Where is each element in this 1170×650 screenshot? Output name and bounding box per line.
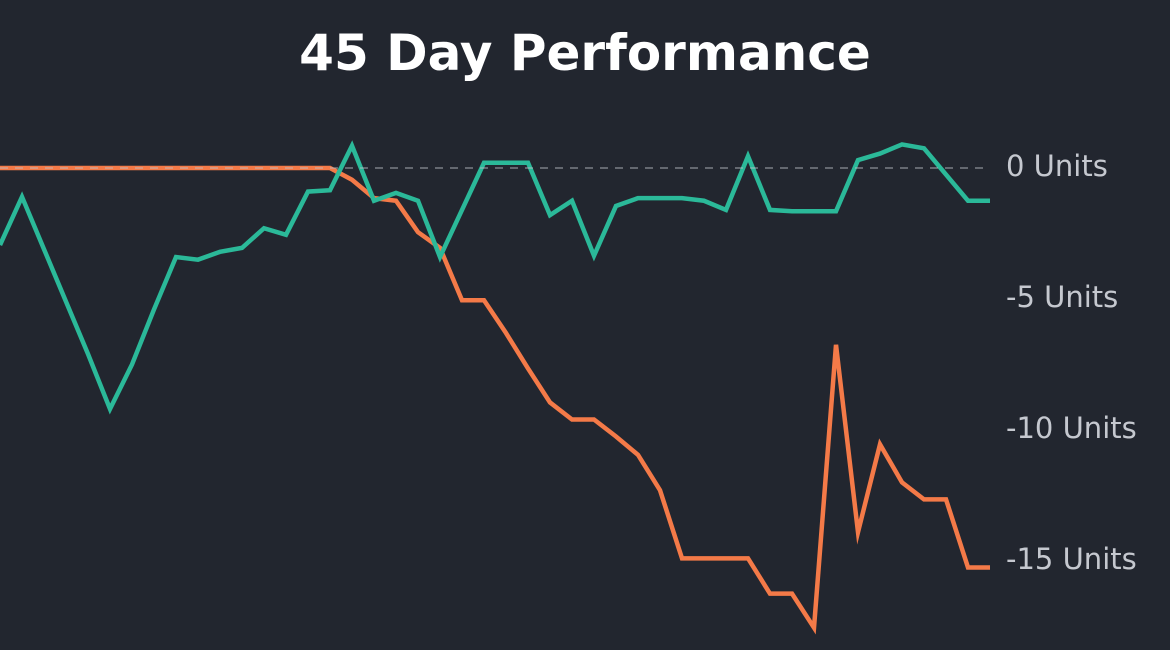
y-tick-label: -15 Units xyxy=(1006,542,1137,576)
chart-title: 45 Day Performance xyxy=(299,24,871,82)
y-tick-label: -10 Units xyxy=(1006,411,1137,445)
line-series xyxy=(0,140,990,415)
y-tick-label: -5 Units xyxy=(1006,280,1118,314)
y-tick-label: 0 Units xyxy=(1006,149,1108,183)
